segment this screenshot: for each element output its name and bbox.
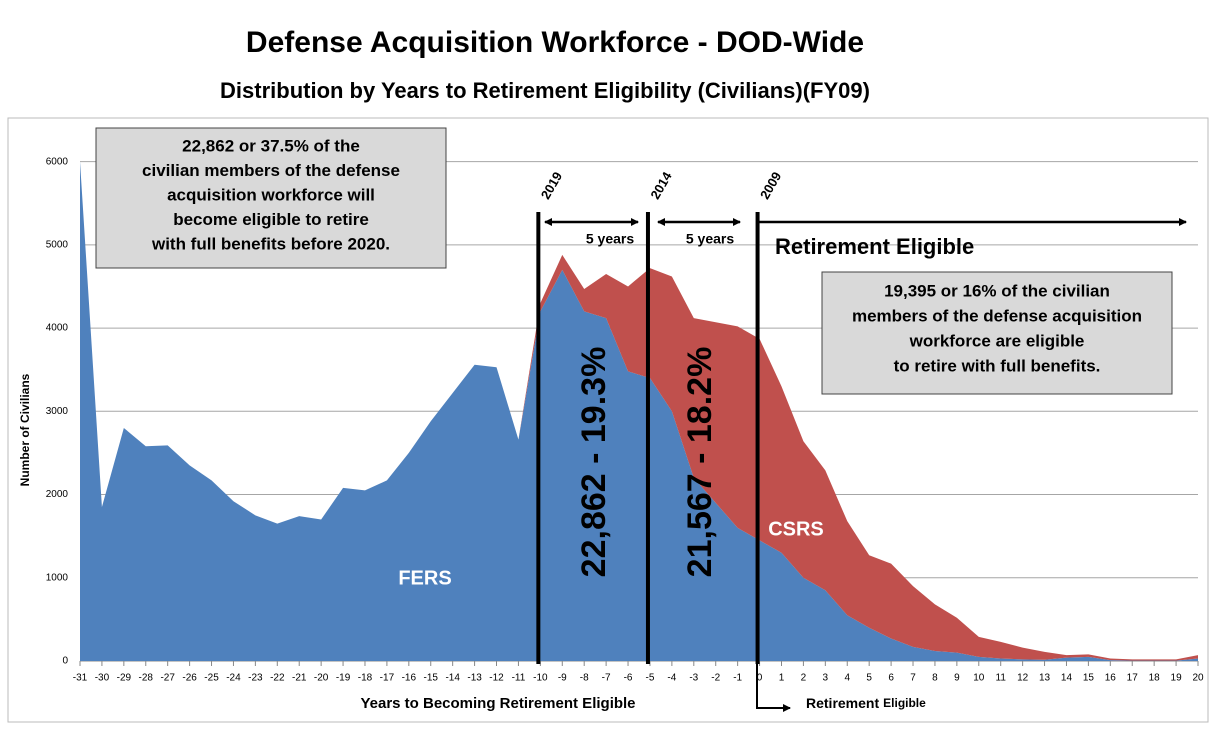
x-tick-label: -16 bbox=[402, 673, 417, 684]
region-label: Retirement Eligible bbox=[775, 234, 974, 259]
x-tick-label: -19 bbox=[336, 673, 351, 684]
areas bbox=[80, 161, 1198, 661]
x-tick-label: 8 bbox=[932, 673, 938, 684]
bottom-label-main: Retirement bbox=[806, 695, 879, 711]
x-tick-label: -20 bbox=[314, 673, 329, 684]
x-tick-label: -11 bbox=[512, 673, 526, 684]
note-line: workforce are eligible bbox=[909, 331, 1085, 350]
x-tick-label: 20 bbox=[1192, 673, 1204, 684]
x-tick-label: -25 bbox=[204, 673, 219, 684]
x-tick-label: 0 bbox=[757, 673, 763, 684]
x-tick-label: -28 bbox=[139, 673, 154, 684]
note-line: to retire with full benefits. bbox=[894, 356, 1101, 375]
x-tick-label: -24 bbox=[226, 673, 241, 684]
y-tick-label: 3000 bbox=[46, 406, 69, 417]
x-tick-label: 14 bbox=[1061, 673, 1073, 684]
bottom-label: Retirement Eligible bbox=[806, 695, 926, 711]
x-tick-label: -7 bbox=[602, 673, 611, 684]
y-tick-label: 6000 bbox=[46, 156, 69, 167]
x-tick-label: -1 bbox=[733, 673, 742, 684]
y-axis-title: Number of Civilians bbox=[18, 373, 32, 486]
span-label: 5 years bbox=[586, 231, 634, 247]
y-tick-label: 2000 bbox=[46, 489, 69, 500]
x-tick-label: 1 bbox=[779, 673, 785, 684]
x-tick-label: -10 bbox=[533, 673, 548, 684]
chart-title: Defense Acquisition Workforce - DOD-Wide bbox=[246, 26, 864, 59]
note-line: 19,395 or 16% of the civilian bbox=[884, 281, 1110, 300]
x-tick-label: -6 bbox=[624, 673, 633, 684]
x-tick-label: 11 bbox=[996, 673, 1007, 684]
note-line: become eligible to retire bbox=[173, 210, 369, 229]
x-tick-label: 5 bbox=[866, 673, 872, 684]
note-line: members of the defense acquisition bbox=[852, 306, 1142, 325]
x-tick-label: -21 bbox=[292, 673, 307, 684]
y-tick-label: 5000 bbox=[46, 239, 69, 250]
note-box bbox=[821, 271, 1173, 395]
x-tick-label: 15 bbox=[1083, 673, 1095, 684]
series-label: FERS bbox=[398, 567, 451, 589]
x-tick-label: 6 bbox=[888, 673, 894, 684]
x-tick-label: -13 bbox=[467, 673, 482, 684]
x-tick-label: -26 bbox=[182, 673, 197, 684]
note-line: with full benefits before 2020. bbox=[151, 234, 390, 253]
note-line: civilian members of the defense bbox=[142, 161, 400, 180]
x-tick-label: -14 bbox=[445, 673, 460, 684]
x-axis-title: Years to Becoming Retirement Eligible bbox=[360, 695, 635, 712]
bottom-arrow bbox=[756, 660, 791, 712]
x-tick-label: -15 bbox=[424, 673, 439, 684]
band-label: 21,567 - 18.2% bbox=[681, 347, 719, 578]
note-box bbox=[95, 127, 447, 269]
x-tick-label: -4 bbox=[667, 673, 676, 684]
area bbox=[80, 161, 1198, 661]
x-tick-label: -12 bbox=[489, 673, 504, 684]
y-tick-label: 0 bbox=[62, 656, 68, 667]
x-tick-label: 10 bbox=[973, 673, 985, 684]
note-line: acquisition workforce will bbox=[167, 185, 375, 204]
x-tick-label: -29 bbox=[117, 673, 132, 684]
x-tick-label: -18 bbox=[358, 673, 373, 684]
annotations: 5 years 5 years Retirement Eligible 22,8… bbox=[95, 127, 1187, 712]
x-tick-label: -3 bbox=[689, 673, 698, 684]
band-label: 22,862 - 19.3% bbox=[575, 347, 613, 578]
span-label: 5 years bbox=[686, 231, 734, 247]
x-tick-label: 7 bbox=[910, 673, 916, 684]
x-tick-label: 12 bbox=[1017, 673, 1029, 684]
chart-subtitle: Distribution by Years to Retirement Elig… bbox=[220, 78, 870, 103]
bottom-label-sub: Eligible bbox=[883, 696, 926, 710]
x-tick-label: -23 bbox=[248, 673, 263, 684]
x-tick-label: 2 bbox=[801, 673, 807, 684]
x-tick-label: 9 bbox=[954, 673, 960, 684]
x-tick-label: -31 bbox=[73, 673, 88, 684]
x-tick-label: -17 bbox=[380, 673, 395, 684]
marker-label: 2009 bbox=[757, 169, 784, 202]
x-tick-label: -27 bbox=[160, 673, 175, 684]
series-label: CSRS bbox=[768, 518, 824, 540]
x-tick-label: 19 bbox=[1171, 673, 1183, 684]
x-tick-label: -2 bbox=[711, 673, 720, 684]
y-tick-label: 4000 bbox=[46, 323, 69, 334]
x-tick-label: -5 bbox=[646, 673, 655, 684]
y-tick-label: 1000 bbox=[46, 572, 69, 583]
marker-label: 2019 bbox=[538, 169, 565, 202]
x-tick-label: 18 bbox=[1149, 673, 1161, 684]
x-tick-label: -22 bbox=[270, 673, 285, 684]
note-line: 22,862 or 37.5% of the bbox=[182, 136, 360, 155]
x-tick-label: -9 bbox=[558, 673, 567, 684]
x-tick-label: 4 bbox=[844, 673, 850, 684]
x-tick-label: 3 bbox=[823, 673, 829, 684]
x-tick-label: -30 bbox=[95, 673, 110, 684]
marker-label: 2014 bbox=[647, 169, 675, 202]
x-tick-label: 17 bbox=[1127, 673, 1139, 684]
x-tick-label: -8 bbox=[580, 673, 589, 684]
x-tick-label: 13 bbox=[1039, 673, 1051, 684]
x-tick-label: 16 bbox=[1105, 673, 1117, 684]
chart-frame bbox=[7, 117, 1209, 723]
